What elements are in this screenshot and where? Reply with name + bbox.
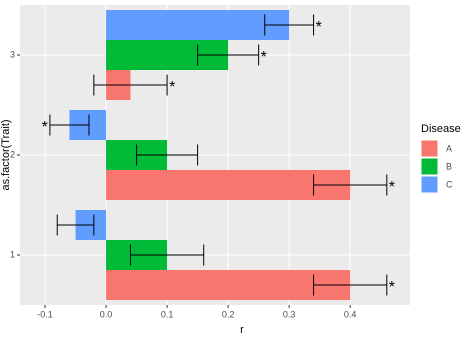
- x-tick-label: 0.2: [222, 309, 235, 319]
- x-tick-label: -0.1: [37, 309, 53, 319]
- error-bar: [313, 174, 388, 196]
- error-bar: [93, 74, 168, 96]
- error-bar: [56, 214, 95, 236]
- y-tick-label: 1: [10, 249, 15, 259]
- bar: [106, 10, 290, 40]
- bar: [106, 270, 351, 300]
- x-tick-label: 0.3: [283, 309, 296, 319]
- legend-label: C: [446, 179, 453, 189]
- legend-key: [420, 139, 439, 158]
- error-bar: [129, 244, 205, 266]
- legend-label: A: [446, 143, 452, 153]
- significance-label: *: [169, 79, 175, 96]
- y-tick-label: 3: [10, 49, 15, 59]
- error-bar: [313, 274, 388, 296]
- significance-label: *: [389, 279, 395, 296]
- legend-label: B: [446, 161, 452, 171]
- y-tick-label: 2: [10, 149, 15, 159]
- legend-title: Disease: [421, 123, 461, 135]
- legend-key: [420, 175, 439, 194]
- x-axis-title: r: [240, 324, 244, 336]
- x-tick-label: 0.1: [161, 309, 174, 319]
- significance-label: *: [261, 49, 267, 66]
- bar: [106, 170, 351, 200]
- y-axis-title: as.factor(Trait): [0, 119, 12, 190]
- significance-label: *: [42, 119, 48, 136]
- legend-key: [420, 157, 439, 176]
- error-bar: [264, 14, 315, 36]
- significance-label: *: [316, 19, 322, 36]
- error-bar: [197, 44, 260, 66]
- error-bar: [136, 144, 199, 166]
- x-tick-label: 0.4: [344, 309, 357, 319]
- significance-label: *: [389, 179, 395, 196]
- error-bar: [49, 114, 90, 136]
- x-tick-label: 0.0: [100, 309, 113, 319]
